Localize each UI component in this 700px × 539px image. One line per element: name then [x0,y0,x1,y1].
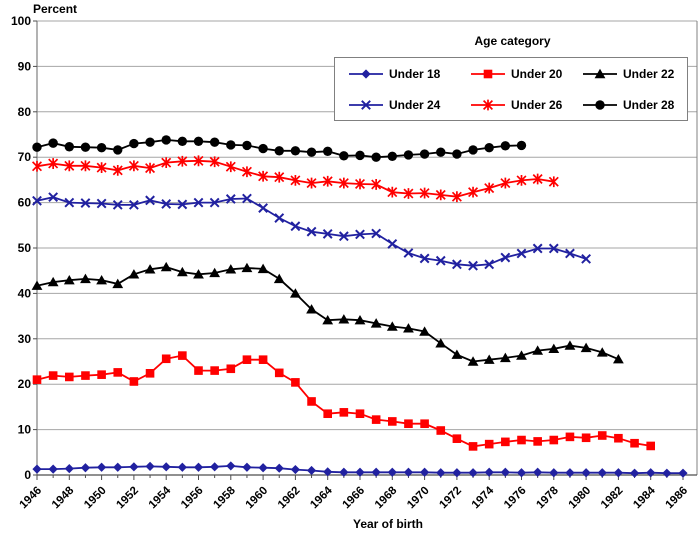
series-under-20 [32,351,655,451]
series-under-22 [31,261,624,366]
y-tick-label: 10 [18,423,32,437]
x-axis-title: Year of birth [352,517,423,531]
diamond-marker-icon [349,68,383,79]
series-under-26 [31,155,559,203]
x-tick-label: 1982 [599,485,626,512]
legend-label: Under 18 [389,66,441,81]
x-tick-label: 1960 [244,485,271,512]
y-tick-label: 70 [18,150,32,164]
x-tick-label: 1968 [373,484,400,511]
y-axis-unit-label: Percent [33,2,78,16]
legend-title: Age category [474,34,551,48]
x-tick-label: 1980 [567,485,594,512]
legend-box: Under 18 Under 20 Under 22 Under 24 Under 26… [334,57,688,121]
series-under-18 [32,461,688,478]
legend-entry: Under 24 [348,98,470,112]
y-tick-label: 0 [24,468,31,482]
square-marker-icon [471,69,505,78]
legend-entry: Under 18 [348,67,470,81]
x-tick-label: 1970 [405,485,432,512]
legend-entry: Under 26 [470,98,582,112]
star-marker-icon [471,99,505,110]
x-tick-label: 1966 [341,485,368,512]
series-under-24 [32,192,592,271]
x-tick-label: 1978 [534,484,561,511]
x-tick-label: 1986 [664,485,691,512]
y-tick-label: 80 [18,105,32,119]
legend-label: Under 22 [623,66,675,81]
legend-label: Under 20 [511,66,563,81]
y-tick-label: 40 [18,286,32,300]
y-tick-label: 60 [18,196,32,210]
legend-entry: Under 20 [470,67,582,81]
x-tick-label: 1952 [114,485,141,512]
legend-label: Under 28 [623,97,675,112]
x-tick-label: 1958 [211,484,238,511]
circle-marker-icon [583,99,617,110]
x-tick-label: 1964 [308,484,335,511]
legend-label: Under 26 [511,97,563,112]
series-under-28 [32,135,527,162]
y-tick-label: 100 [11,14,31,28]
y-tick-label: 20 [18,377,32,391]
legend-entry: Under 22 [582,67,687,81]
x-tick-label: 1946 [18,485,45,512]
x-tick-label: 1984 [631,484,658,511]
x-tick-label: 1972 [437,485,464,512]
x-tick-label: 1976 [502,485,529,512]
triangle-marker-icon [583,68,617,78]
x-marker-icon [349,99,383,110]
x-tick-label: 1962 [276,485,303,512]
y-tick-label: 90 [18,59,32,73]
x-tick-label: 1950 [82,485,109,512]
x-tick-label: 1954 [147,484,174,511]
x-tick-label: 1974 [470,484,497,511]
legend-label: Under 24 [389,97,441,112]
legend-entry: Under 28 [582,98,687,112]
x-tick-label: 1948 [50,484,77,511]
y-tick-label: 50 [18,241,32,255]
y-tick-label: 30 [18,332,32,346]
x-tick-label: 1956 [179,485,206,512]
